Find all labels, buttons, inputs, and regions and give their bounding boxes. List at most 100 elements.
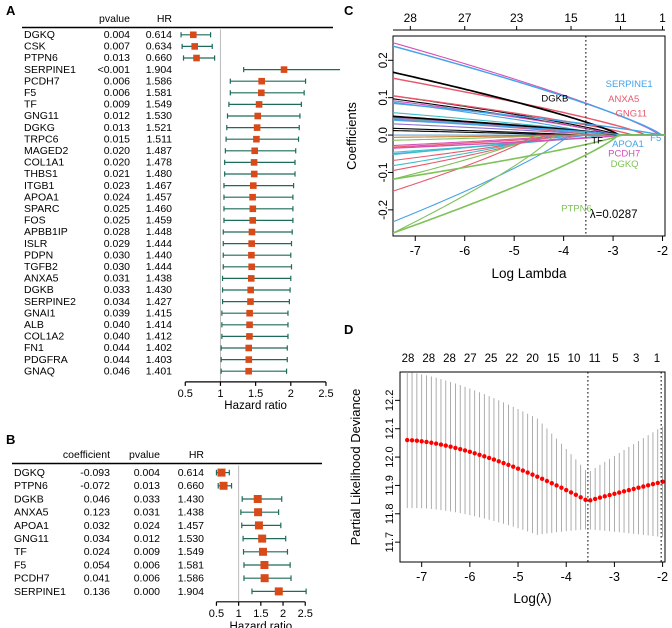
panel-a-forest-row: [182, 54, 216, 62]
panel-a-axis-tick-label: 1.5: [248, 388, 263, 400]
hazard-ratio-marker: [248, 263, 255, 271]
panel-a-gene-label: CSK: [24, 41, 46, 53]
panel-a-hr-value: 1.459: [146, 215, 172, 227]
hazard-ratio-marker: [191, 43, 199, 50]
panel-c-gene-label: F5: [650, 133, 661, 144]
panel-d-top-axis-label: 20: [526, 353, 539, 365]
panel-d-deviance-point: [597, 495, 603, 500]
panel-d-top-axis-label: 5: [612, 353, 618, 365]
panel-a-pvalue: 0.020: [104, 157, 130, 169]
panel-b-forest-row: [243, 574, 292, 583]
panel-b-forest-row: [242, 547, 289, 556]
panel-d-deviance-point: [433, 441, 439, 446]
panel-b-header-coefficient: coefficient: [63, 449, 110, 461]
panel-d-deviance-point: [602, 494, 607, 499]
panel-a-gene-label: SPARC: [24, 203, 60, 215]
panel-d-top-axis-label: 15: [547, 353, 560, 365]
panel-c-gene-label: APOA1: [612, 139, 644, 150]
hazard-ratio-marker: [247, 286, 254, 294]
hazard-ratio-marker: [246, 333, 253, 340]
panel-a-gene-label: SERPINE2: [24, 296, 76, 308]
panel-d-x-tick-label: -2: [657, 570, 668, 584]
panel-b-axis-tick-label: 2: [280, 608, 286, 620]
panel-d-deviance-point: [535, 474, 540, 479]
panel-a-gene-label: DGKG: [24, 122, 55, 134]
panel-a-forest-row: [220, 356, 288, 363]
panel-b-axis-tick-label: 2.5: [298, 608, 313, 620]
panel-a-gene-label: PCDH7: [24, 75, 60, 87]
panel-a-forest-row: [224, 147, 297, 155]
panel-c-top-axis-label: 27: [458, 11, 472, 25]
panel-a-pvalue: 0.044: [104, 354, 130, 366]
hazard-ratio-marker: [259, 547, 268, 556]
panel-a-pvalue: 0.013: [104, 122, 130, 134]
panel-a-forest-row: [225, 135, 300, 143]
panel-d-deviance-point: [472, 451, 477, 456]
panel-d-deviance-point: [626, 487, 632, 493]
panel-c-gene-label: SERPINE1: [606, 79, 653, 90]
hazard-ratio-marker: [253, 495, 262, 503]
panel-b-forest-row: [242, 534, 287, 543]
panel-b-axis-label: Hazard ratio: [230, 621, 293, 628]
panel-b-coefficient: 0.123: [84, 507, 110, 519]
panel-b-coefficient: -0.072: [80, 480, 110, 492]
panel-a-pvalue: 0.029: [104, 238, 130, 250]
panel-a-hr-value: 1.904: [146, 64, 172, 76]
panel-a-forest-row: [243, 66, 340, 73]
panel-b-hr-value: 1.430: [178, 493, 204, 505]
panel-d-top-axis-label: 28: [422, 353, 435, 365]
panel-d-deviance-point: [578, 495, 583, 500]
panel-a-pvalue: 0.015: [104, 133, 130, 145]
panel-d-deviance-point: [539, 476, 545, 482]
hazard-ratio-marker: [248, 228, 256, 236]
panel-b-forest-row: [243, 561, 291, 569]
panel-c-gene-label: DGKQ: [611, 159, 639, 170]
panel-a-hr-value: 0.614: [146, 29, 172, 41]
panel-d-deviance-point: [655, 480, 660, 486]
panel-d-deviance-point: [559, 485, 564, 490]
panel-c-coefficient-path: [393, 45, 665, 136]
hazard-ratio-marker: [254, 521, 263, 530]
panel-c-plot-frame: [392, 35, 666, 237]
panel-c-gene-label: PTPN6: [561, 203, 592, 214]
panel-b-pvalue: 0.006: [134, 559, 160, 571]
panel-a-letter: A: [6, 3, 16, 18]
panel-d-deviance-point: [496, 459, 501, 464]
panel-a-gene-label: GNAI1: [24, 307, 56, 319]
panel-a-hr-value: 1.457: [146, 191, 172, 203]
panel-a-pvalue: 0.006: [104, 87, 130, 99]
panel-c-y-tick-label: 0.1: [378, 90, 390, 106]
panel-b-pvalue: 0.009: [134, 546, 160, 558]
panel-d-top-axis-label: 28: [443, 353, 456, 365]
panel-a-hr-value: 1.448: [146, 226, 172, 238]
panel-d-x-tick-label: -5: [512, 570, 523, 584]
hazard-ratio-marker: [193, 54, 200, 62]
panel-a-forest-row: [220, 344, 288, 352]
panel-a-hr-value: 1.403: [146, 354, 172, 366]
hazard-ratio-marker: [260, 574, 269, 583]
panel-a-gene-label: ALB: [24, 319, 44, 331]
panel-d-y-tick-label: 12.2: [384, 390, 396, 411]
panel-c-lambda-annotation: λ=0.0287: [590, 209, 638, 221]
panel-d-top-axis-label: 11: [589, 353, 601, 365]
panel-d-deviance-point: [544, 478, 550, 484]
panel-c-coefficient-path: [393, 95, 665, 136]
panel-b-coefficient: 0.034: [84, 533, 110, 545]
panel-a-gene-label: ANXA5: [24, 273, 59, 285]
panel-b-gene-label: GNG11: [14, 533, 49, 545]
panel-d-deviance-point: [520, 468, 526, 473]
panel-d-x-tick-label: -3: [609, 570, 620, 584]
hazard-ratio-marker: [258, 77, 265, 85]
panel-c-coefficient-path: [393, 134, 665, 234]
panel-a-forest-row: [224, 159, 296, 166]
panel-a-pvalue: 0.028: [104, 226, 130, 238]
hazard-ratio-marker: [246, 321, 253, 329]
panel-b-hr-value: 0.614: [178, 467, 204, 479]
panel-d-deviance-point: [588, 498, 593, 503]
panel-a-gene-label: MAGED2: [24, 145, 69, 157]
panel-c-x-tick-label: -4: [558, 244, 569, 258]
panel-d-top-axis-label: 3: [633, 353, 639, 365]
panel-b-forest-row: [241, 495, 283, 503]
panel-a-hr-value: 0.634: [146, 41, 172, 53]
panel-a-pvalue: 0.039: [104, 307, 130, 319]
